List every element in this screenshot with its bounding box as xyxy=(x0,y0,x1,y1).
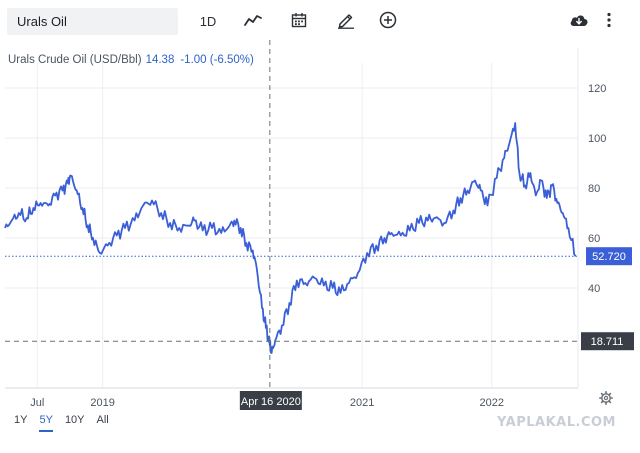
watermark: YAPLAKAL.COM xyxy=(497,415,616,430)
period-button-5y[interactable]: 5Y xyxy=(39,414,53,432)
interval-label: 1D xyxy=(199,13,217,29)
symbol-search-input[interactable]: Urals Oil xyxy=(7,8,178,35)
date-range-button[interactable] xyxy=(289,10,309,32)
crosshair-x-label: Apr 16 2020 xyxy=(241,396,301,408)
gear-tooth xyxy=(608,392,612,396)
symbol-search-value: Urals Oil xyxy=(17,14,67,29)
last-price-label: 52.720 xyxy=(592,251,626,263)
x-tick-label: 2021 xyxy=(350,397,374,409)
calendar-icon xyxy=(291,12,307,31)
chart-toolbar: Urals Oil 1D xyxy=(0,0,640,42)
x-tick-label: 2019 xyxy=(90,397,114,409)
draw-pencil-icon xyxy=(337,11,355,32)
chart-type-button[interactable] xyxy=(242,10,264,32)
chart-grid xyxy=(5,63,578,388)
y-tick-label: 100 xyxy=(588,133,606,145)
period-button-1y[interactable]: 1Y xyxy=(14,414,28,426)
add-indicator-icon xyxy=(379,11,397,32)
price-chart[interactable]: 40 60 80 100 120 Jul 2019 2021 2022 52.720 18.711… xyxy=(0,40,640,410)
gear-tooth xyxy=(600,400,604,404)
download-button[interactable] xyxy=(568,10,590,32)
crosshair-y-label-bg xyxy=(581,332,634,351)
more-options-button[interactable] xyxy=(604,10,614,32)
period-selector: 1Y 5Y 10Y All xyxy=(14,414,121,432)
gear-tooth xyxy=(608,400,612,404)
chart-series xyxy=(4,122,577,354)
chart-axes: 40 60 80 100 120 Jul 2019 2021 2022 xyxy=(5,48,606,409)
x-tick-label: Jul xyxy=(30,397,44,409)
gear-tooth xyxy=(600,392,604,396)
y-tick-label: 120 xyxy=(588,83,606,95)
chart-overlay: 52.720 18.711 Apr 16 2020 xyxy=(5,40,634,410)
period-button-10y[interactable]: 10Y xyxy=(64,414,85,426)
last-price: 14.38 xyxy=(145,54,175,66)
price-change: -1.00 (-6.50%) xyxy=(180,54,254,66)
download-cloud-icon xyxy=(569,12,589,31)
y-tick-label: 40 xyxy=(588,283,600,295)
interval-button[interactable]: 1D xyxy=(196,10,220,32)
instrument-name: Urals Crude Oil (USD/Bbl) xyxy=(8,54,142,66)
line-chart-icon xyxy=(244,13,262,30)
gear-hub xyxy=(603,395,609,401)
settings-gear-icon[interactable] xyxy=(599,391,613,405)
more-vertical-icon xyxy=(607,12,611,31)
chart-settings[interactable] xyxy=(599,391,613,405)
y-tick-label: 60 xyxy=(588,233,600,245)
drawing-tools-button[interactable] xyxy=(335,10,357,32)
last-price-label-bg xyxy=(586,247,632,266)
x-tick-label: 2022 xyxy=(479,397,503,409)
y-tick-label: 80 xyxy=(588,183,600,195)
instrument-header: Urals Crude Oil (USD/Bbl) 14.38 -1.00 (-6.… xyxy=(8,54,254,66)
crosshair-x-label-bg xyxy=(239,391,302,410)
add-indicator-button[interactable] xyxy=(377,10,399,32)
crosshair-y-label: 18.711 xyxy=(591,336,624,348)
period-button-all[interactable]: All xyxy=(96,414,109,426)
series-line xyxy=(4,122,577,354)
